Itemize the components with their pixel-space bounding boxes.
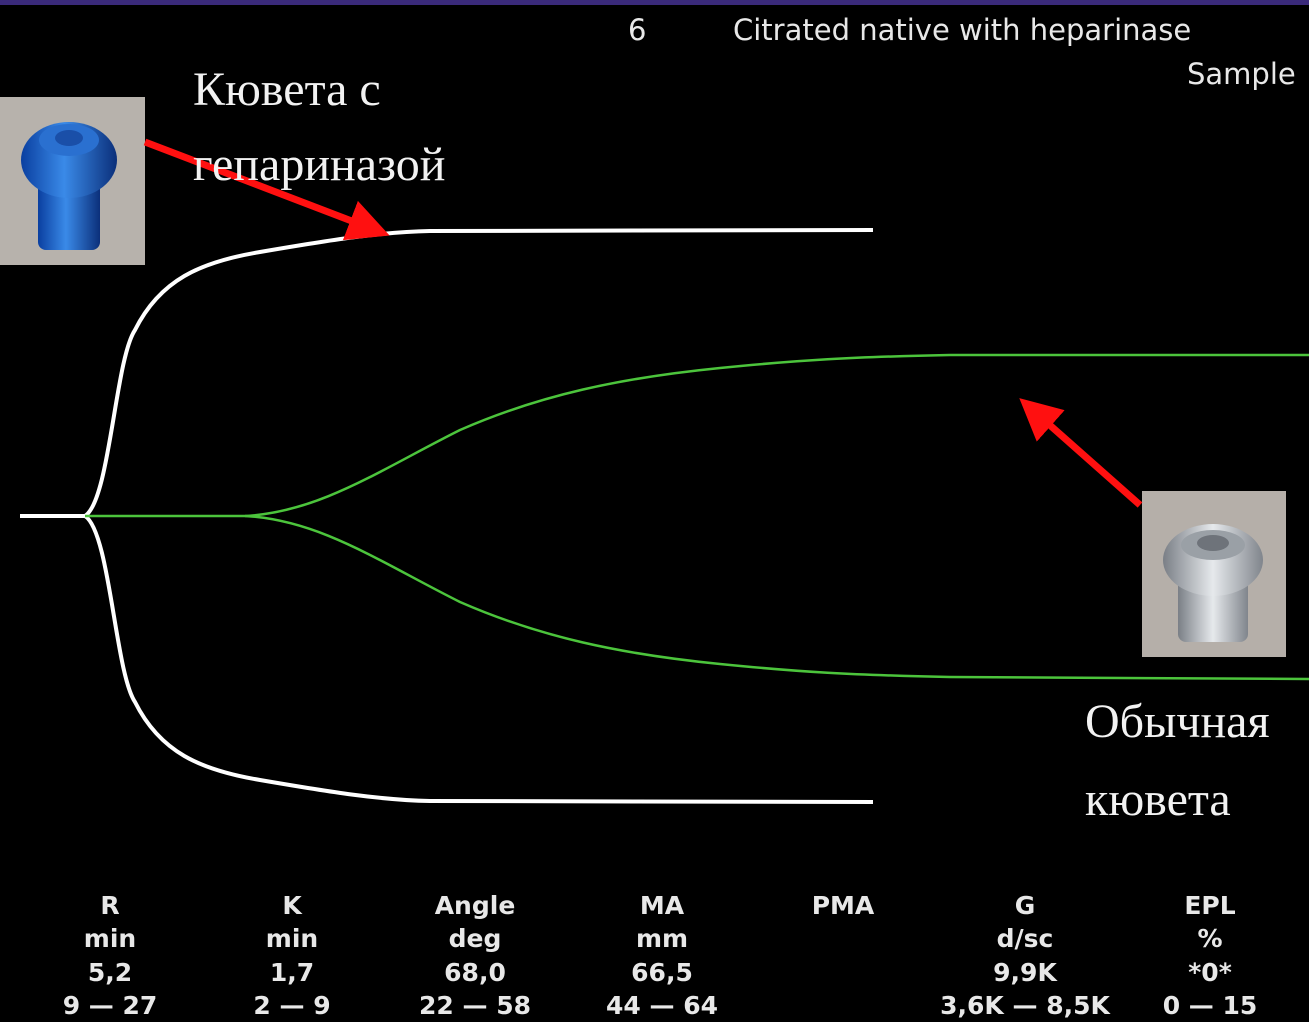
sample-title: Citrated native with heparinase [733, 13, 1191, 47]
parameter-name: PMA [812, 891, 875, 920]
blue-cuvette-photo [0, 97, 145, 265]
parameter-range: 0 — 15 [1163, 991, 1258, 1020]
parameter-range: 44 — 64 [606, 991, 718, 1020]
native-trace-lower [244, 514, 1309, 681]
annotation-line: Обычная [1085, 695, 1270, 748]
parameter-range: 9 — 27 [63, 991, 158, 1020]
annotation-line: кювета [1085, 773, 1231, 826]
parameter-unit: % [1197, 924, 1222, 953]
parameter-range: 22 — 58 [419, 991, 531, 1020]
parameter-value: 68,0 [444, 958, 506, 987]
parameter-value: *0* [1188, 958, 1232, 987]
parameter-value: 5,2 [88, 958, 132, 987]
top-border [0, 0, 1309, 5]
parameter-range: 2 — 9 [253, 991, 330, 1020]
parameter-name: K [282, 891, 303, 920]
native-trace-upper [85, 353, 1309, 518]
arrow [1019, 398, 1143, 508]
parameter-name: EPL [1184, 891, 1235, 920]
heparinase-trace-lower [20, 514, 874, 804]
parameter-range: 3,6K — 8,5K [940, 991, 1111, 1020]
parameter-unit: min [84, 924, 136, 953]
parameter-name: R [100, 891, 119, 920]
sample-number: 6 [628, 13, 646, 47]
parameter-unit: min [266, 924, 318, 953]
sample-label: Sample [1187, 57, 1296, 91]
arrow [143, 138, 390, 241]
parameter-unit: d/sc [997, 924, 1054, 953]
parameter-unit: deg [449, 924, 502, 953]
parameter-name: G [1015, 891, 1036, 920]
parameter-name: Angle [435, 891, 516, 920]
parameter-value: 9,9K [993, 958, 1058, 987]
parameter-name: MA [640, 891, 685, 920]
annotation-line: Кювета с [193, 63, 381, 116]
parameter-value: 1,7 [270, 958, 314, 987]
clear-cuvette-photo [1142, 491, 1286, 657]
parameter-value: 66,5 [631, 958, 693, 987]
parameter-unit: mm [636, 924, 688, 953]
annotation-line: гепариназой [193, 138, 445, 191]
